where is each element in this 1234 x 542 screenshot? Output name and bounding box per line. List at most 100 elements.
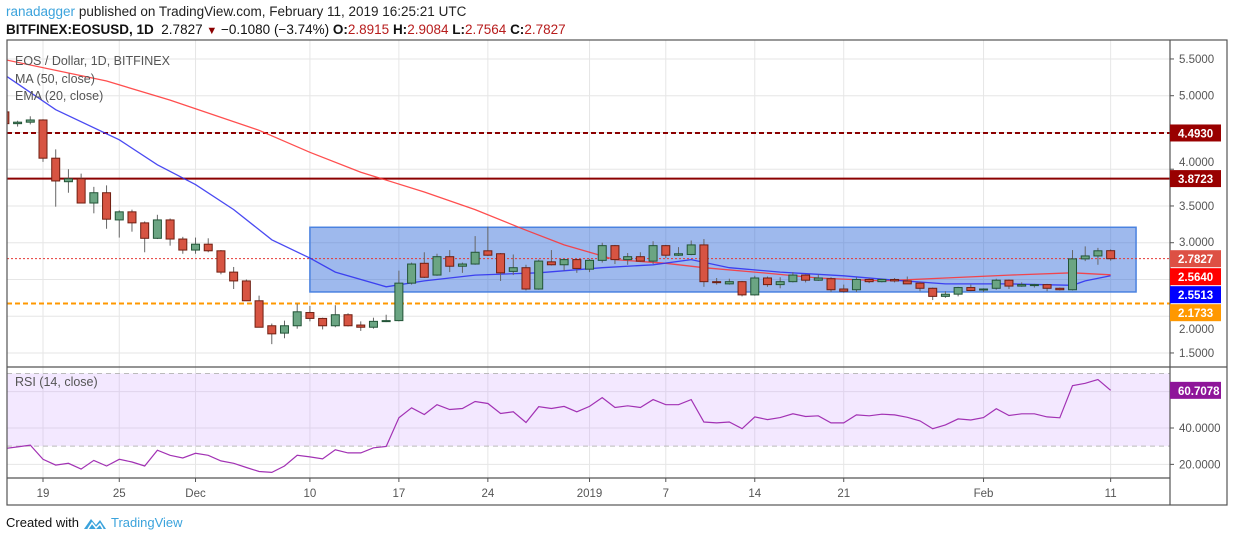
candle [7,111,10,125]
candle [127,209,137,232]
candle-body [229,271,239,282]
price-change: −0.1080 (−3.74%) [221,22,330,37]
price-level-badge-bg [1170,304,1221,322]
last-price: 2.7827 [161,22,203,37]
candle-body [915,282,925,289]
candle-body [826,278,836,291]
candle [534,259,544,290]
legend-title: EOS / Dollar, 1D, BITFINEX [15,54,170,68]
candle [864,277,874,284]
rsi-plot [7,372,1170,474]
candle [712,277,722,285]
candle-body [864,278,874,283]
candle-body [902,280,912,285]
rsi-value-badge-bg [1170,381,1221,399]
candle [496,253,506,281]
price-plot [7,59,1170,345]
candle [1068,250,1078,291]
candle-body [851,278,861,291]
candle [1080,246,1090,262]
candle [330,305,340,328]
candle-body [775,281,785,286]
high-value: 2.9084 [407,22,449,37]
price-level-badge-bg [1170,124,1221,142]
candle [877,278,887,283]
candle [1093,247,1103,265]
legend-ma[interactable]: MA (50, close) [15,71,95,86]
candle-body [1029,284,1039,287]
candle-body [305,312,315,319]
candle-body [178,238,188,251]
candle-body [1068,258,1078,291]
rsi-value-badge: 60.7078 [1178,386,1220,398]
candle-body [928,287,938,297]
candle-body [991,279,1001,289]
candle-body [1106,250,1116,260]
open-value: 2.8915 [347,22,390,37]
candle [292,303,302,329]
candle [51,149,61,207]
candle-body [1017,284,1027,287]
candle-body [165,219,175,240]
candle [686,240,696,256]
candle [724,278,734,285]
candle [254,295,264,328]
price-level-badge: 4.4930 [1178,128,1213,140]
x-tick-label: 17 [392,488,405,500]
candle-body [979,288,989,291]
close-value: 2.7827 [524,22,566,37]
candle-body [940,293,950,297]
candle-body [445,256,455,267]
x-tick-label: 24 [481,488,494,500]
tradingview-brand[interactable]: TradingView [110,515,183,530]
price-level-badge: 2.1733 [1178,308,1213,320]
candle [635,252,645,262]
created-with-text: Created with [6,515,79,530]
candle-body [674,253,683,256]
candle [991,278,1001,290]
candle-body [13,121,23,125]
candle-body [419,262,429,278]
candle-body [521,267,531,290]
publish-text: published on TradingView.com, February 1… [78,4,467,19]
legend-ema[interactable]: EMA (20, close) [15,89,104,103]
chart-legend: EOS / Dollar, 1D, BITFINEX MA (50, close… [15,53,170,106]
candle-body [152,219,162,239]
candle [483,226,493,256]
x-tick-label: 21 [837,488,850,500]
candle [318,317,328,330]
price-level-badge-bg [1170,170,1221,188]
candle-body [496,253,506,274]
candle-body [330,314,340,327]
y-tick-label: 5.5000 [1179,54,1214,66]
y-tick-label: 3.5000 [1179,201,1214,213]
candle [13,120,23,127]
x-tick-label: Dec [185,488,206,500]
candle [1029,283,1039,288]
legend-rsi[interactable]: RSI (14, close) [15,375,98,389]
candle [305,305,315,322]
y-tick-label: 2.0000 [1179,324,1214,336]
candle-body [737,281,747,296]
author-link[interactable]: ranadagger [6,4,76,19]
candle [928,287,938,301]
candle-body [610,245,620,261]
candle [407,262,417,285]
x-tick-label: 25 [113,488,126,500]
candle-body [114,211,124,221]
candle [940,291,950,298]
candle [445,250,455,273]
candle [851,277,861,292]
candle-body [191,243,201,251]
candle-body [572,259,582,269]
candle [890,277,900,283]
candle-body [712,281,722,284]
indicator-value-badge-bg [1170,286,1221,304]
rsi-tick-label: 20.0000 [1179,459,1221,471]
candle [89,186,99,214]
candle [279,320,289,339]
candle-body [432,256,442,276]
candle [63,169,73,193]
candle-body [839,288,849,292]
